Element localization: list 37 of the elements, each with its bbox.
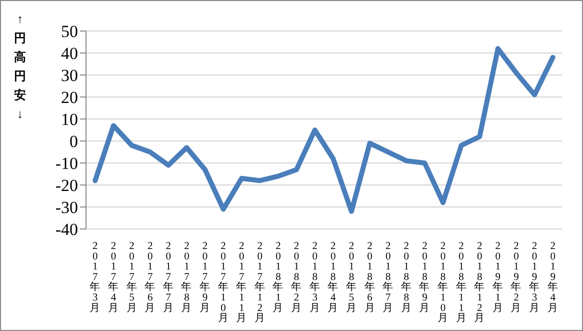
y-tick-label: 20 [61, 88, 78, 108]
y-tick-label: 40 [61, 44, 78, 64]
x-tick-label: 2018年7月 [382, 241, 394, 314]
y-tick-label: -30 [55, 198, 78, 218]
x-tick-label: 2017年6月 [144, 241, 156, 314]
x-tick-label: 2017年11月 [236, 241, 248, 324]
x-tick-label: 2018年9月 [419, 241, 430, 314]
y-tick-label: -40 [55, 220, 78, 240]
x-tick-label: 2017年12月 [254, 241, 266, 324]
x-tick-label: 2017年10月 [218, 241, 229, 324]
x-tick-label: 2019年1月 [492, 241, 504, 314]
x-tick-label: 2019年3月 [529, 241, 540, 314]
y-tick-label: -20 [55, 176, 78, 196]
x-tick-label: 2018年11月 [456, 241, 467, 324]
y-tick-label: 10 [61, 110, 78, 130]
y-tick-label: 30 [61, 66, 78, 86]
x-tick-label: 2018年3月 [309, 241, 320, 314]
x-tick-label: 2018年12月 [474, 241, 486, 324]
x-tick-label: 2019年2月 [510, 241, 522, 314]
x-tick-label: 2018年6月 [364, 241, 376, 314]
x-tick-label: 2018年10月 [438, 241, 448, 324]
x-tick-label: 2017年8月 [181, 241, 192, 314]
x-tick-label: 2018年4月 [328, 241, 339, 314]
x-tick-label: 2018年5月 [346, 241, 357, 314]
x-tick-label: 2017年3月 [90, 241, 101, 314]
x-tick-label: 2017年9月 [200, 241, 210, 314]
x-tick-label: 2017年7月 [162, 241, 174, 314]
y-tick-label: 50 [61, 22, 78, 42]
y-tick-label: 0 [70, 132, 78, 152]
x-tick-label: 2017年4月 [108, 241, 119, 314]
x-tick-label: 2018年1月 [272, 241, 284, 314]
x-tick-label: 2018年8月 [400, 241, 412, 314]
x-tick-label: 2019年4月 [547, 241, 558, 314]
x-tick-label: 2017年5月 [126, 241, 138, 314]
x-tick-label: 2018年2月 [291, 241, 302, 314]
y-axis-title: ↑円高円安↓ [14, 12, 26, 121]
y-tick-label: -10 [55, 154, 78, 174]
